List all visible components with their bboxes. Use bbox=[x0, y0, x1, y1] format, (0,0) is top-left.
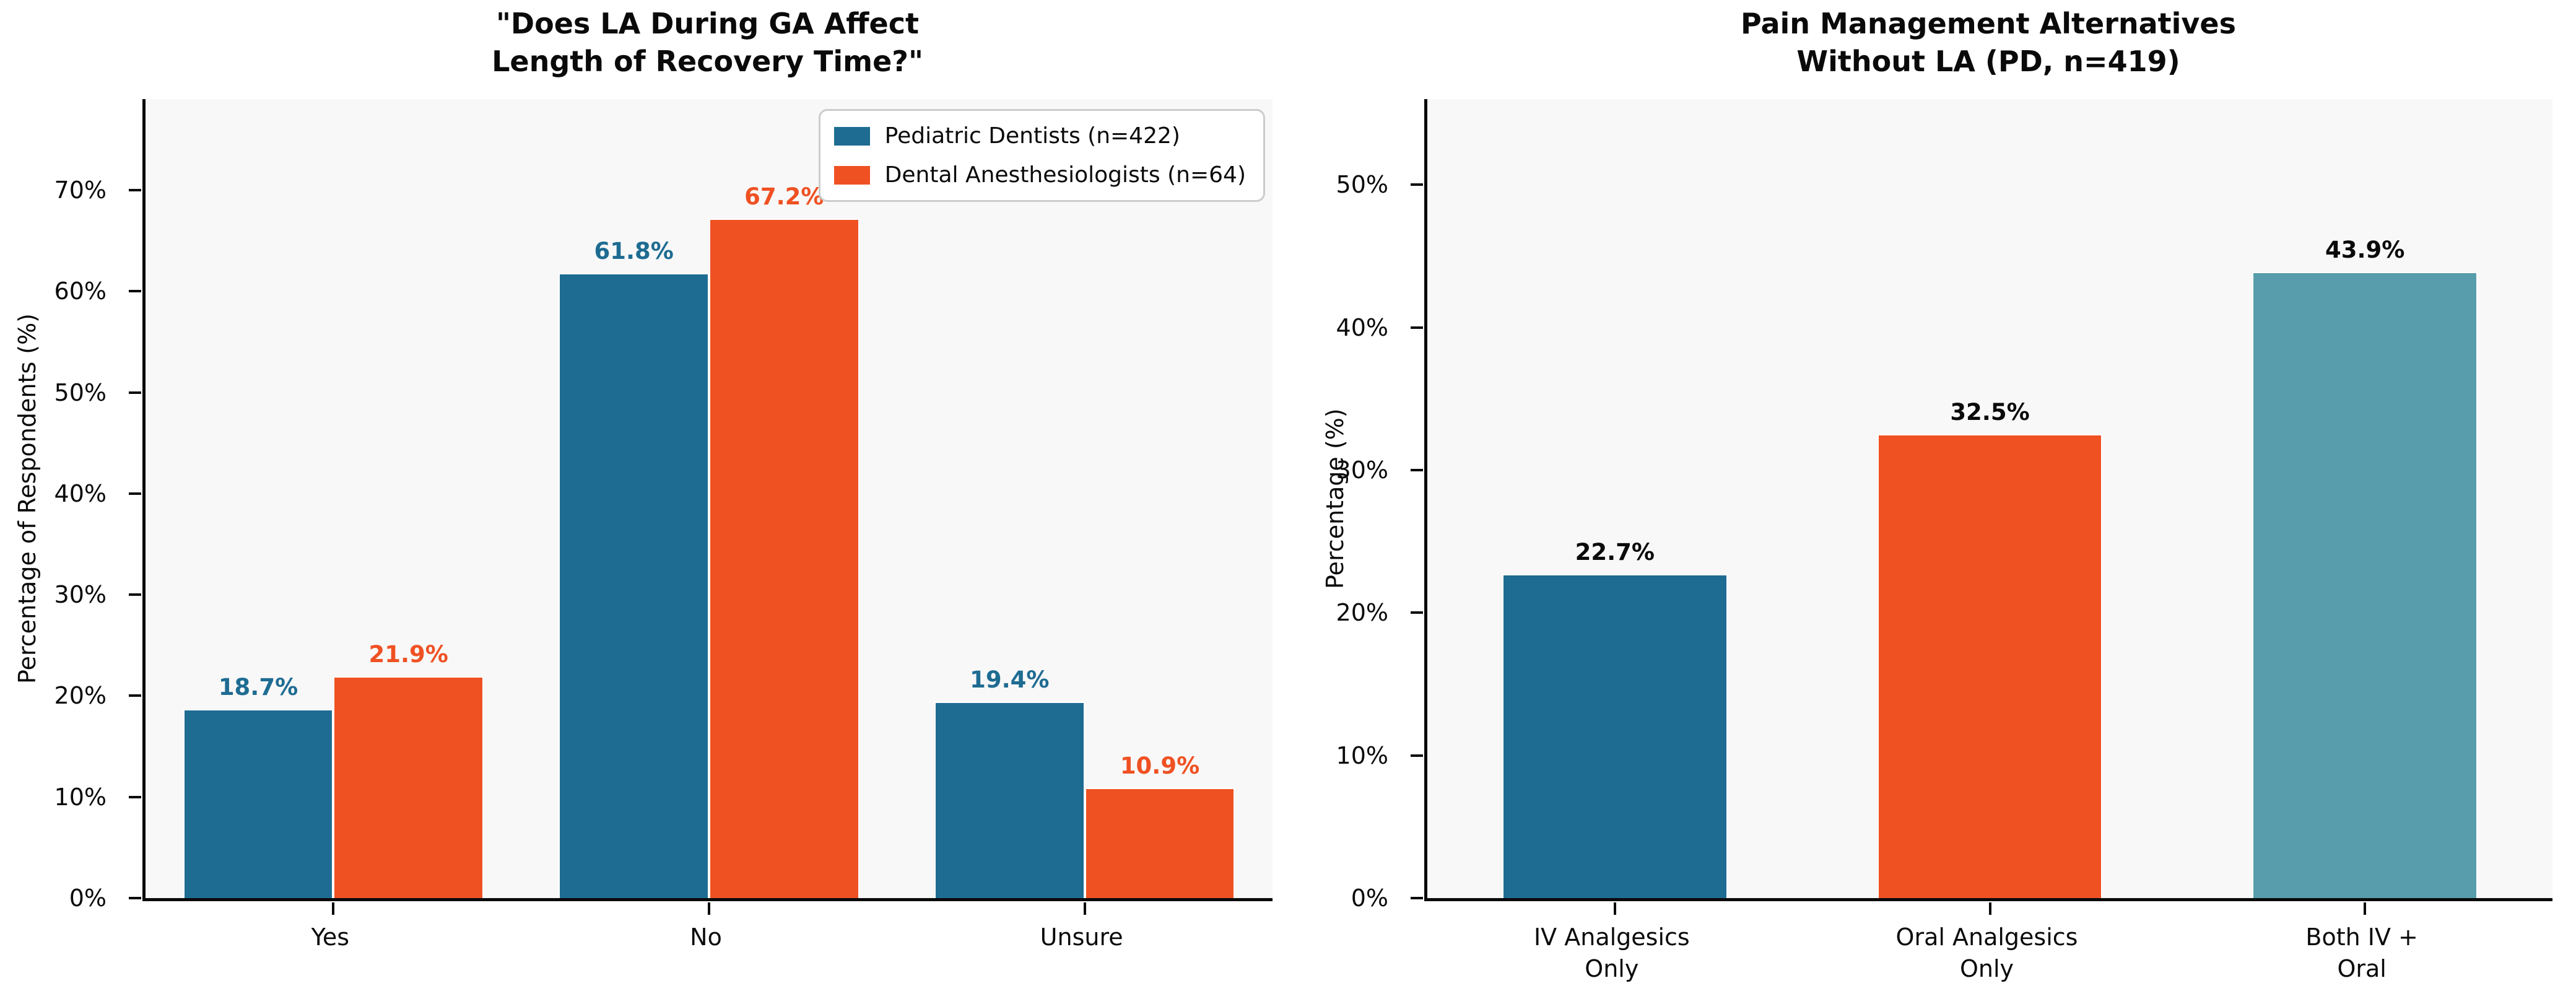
y-tick-mark bbox=[129, 593, 141, 596]
chart-title: Pain Management Alternatives Without LA … bbox=[1424, 5, 2552, 80]
x-tick-labels: IV Analgesics Only Oral Analgesics Only Both… bbox=[1424, 922, 2549, 991]
legend-item-dental-anesthesiologists: Dental Anesthesiologists (n=64) bbox=[833, 162, 1246, 188]
y-tick-label: 30% bbox=[1336, 456, 1388, 484]
x-tick-label: Both IV + Oral bbox=[2305, 922, 2418, 985]
chart-title-line-2: Without LA (PD, n=419) bbox=[1796, 44, 2180, 78]
x-tick-label-line: No bbox=[690, 923, 722, 951]
legend: Pediatric Dentists (n=422) Dental Anesth… bbox=[818, 109, 1265, 202]
bar-value-label: 67.2% bbox=[744, 183, 824, 210]
x-tick-label: IV Analgesics Only bbox=[1534, 922, 1690, 985]
x-tick-label-line: Oral Analgesics bbox=[1895, 923, 2078, 951]
x-tick-label-line: IV Analgesics bbox=[1533, 923, 1690, 951]
legend-label-pediatric-dentists: Pediatric Dentists (n=422) bbox=[884, 123, 1180, 149]
legend-swatch-pediatric-dentists bbox=[833, 126, 870, 146]
y-tick-mark bbox=[1411, 611, 1423, 614]
plot-area: Pediatric Dentists (n=422) Dental Anesth… bbox=[129, 99, 1273, 915]
x-tick-label-line: Yes bbox=[311, 923, 349, 951]
bar bbox=[333, 676, 484, 898]
y-tick-label: 0% bbox=[69, 884, 107, 912]
x-tick-label: Yes bbox=[311, 922, 349, 953]
x-tick-mark bbox=[332, 902, 335, 915]
x-tick-mark bbox=[1988, 902, 1991, 915]
y-tick-mark bbox=[1411, 326, 1423, 329]
legend-label-dental-anesthesiologists: Dental Anesthesiologists (n=64) bbox=[884, 162, 1246, 188]
x-tick-label: No bbox=[690, 922, 722, 953]
legend-item-pediatric-dentists: Pediatric Dentists (n=422) bbox=[833, 123, 1246, 149]
y-tick-mark bbox=[129, 897, 141, 899]
y-tick-label: 20% bbox=[1336, 599, 1388, 627]
y-tick-mark bbox=[129, 492, 141, 495]
y-tick-label: 40% bbox=[1336, 313, 1388, 341]
bar-value-label: 18.7% bbox=[218, 673, 298, 701]
y-tick-label: 20% bbox=[54, 682, 107, 710]
x-tick-mark bbox=[1613, 902, 1616, 915]
bar bbox=[1084, 788, 1235, 898]
bar bbox=[559, 273, 709, 898]
bar-value-label: 21.9% bbox=[368, 641, 448, 668]
bar-value-label: 10.9% bbox=[1120, 753, 1200, 780]
y-tick-mark bbox=[1411, 183, 1423, 186]
legend-swatch-dental-anesthesiologists bbox=[833, 165, 870, 185]
y-tick-mark bbox=[129, 795, 141, 798]
bar bbox=[709, 218, 859, 898]
bar-value-label: 22.7% bbox=[1575, 539, 1655, 566]
y-tick-label: 40% bbox=[54, 479, 107, 507]
y-tick-label: 70% bbox=[54, 176, 107, 204]
x-tick-label: Oral Analgesics Only bbox=[1896, 922, 2078, 985]
bar bbox=[1877, 434, 2103, 898]
x-tick-label-line: Oral bbox=[2337, 955, 2387, 983]
chart-title: "Does LA During GA Affect Length of Reco… bbox=[142, 5, 1273, 80]
bar bbox=[183, 709, 334, 898]
plot-area: 22.7% 32.5% 43.9% bbox=[1411, 99, 2552, 915]
chart-title-line-2: Length of Recovery Time?" bbox=[492, 44, 923, 78]
y-tick-mark bbox=[129, 290, 141, 293]
x-tick-label-line: Only bbox=[1959, 955, 2014, 983]
y-tick-label: 50% bbox=[54, 378, 107, 406]
x-tick-mark bbox=[2364, 902, 2367, 915]
chart-title-line-1: "Does LA During GA Affect bbox=[495, 7, 920, 40]
x-tick-mark bbox=[1083, 902, 1086, 915]
bar bbox=[2252, 271, 2478, 898]
y-tick-label: 30% bbox=[54, 581, 107, 609]
y-tick-mark bbox=[129, 391, 141, 394]
x-tick-label-line: Both IV + bbox=[2305, 923, 2418, 951]
x-tick-label: Unsure bbox=[1040, 922, 1123, 953]
y-tick-labels: 0% 10% 20% 30% 40% 50% bbox=[1282, 99, 1406, 912]
bar-value-label: 43.9% bbox=[2325, 236, 2405, 263]
y-tick-label: 50% bbox=[1336, 171, 1388, 199]
bar-value-label: 32.5% bbox=[1950, 399, 2030, 426]
y-tick-label: 10% bbox=[1336, 741, 1388, 769]
bar-value-label: 61.8% bbox=[594, 237, 674, 264]
y-tick-label: 0% bbox=[1351, 884, 1388, 912]
y-tick-mark bbox=[1411, 754, 1423, 757]
x-tick-mark bbox=[708, 902, 710, 915]
chart-title-line-1: Pain Management Alternatives bbox=[1740, 7, 2236, 40]
y-tick-labels: 0% 10% 20% 30% 40% 50% 60% 70% bbox=[0, 99, 124, 912]
y-tick-mark bbox=[1411, 468, 1423, 471]
x-tick-label-line: Only bbox=[1585, 955, 1639, 983]
y-tick-label: 10% bbox=[54, 783, 107, 811]
bar bbox=[1502, 574, 1728, 898]
y-tick-label: 60% bbox=[54, 277, 107, 305]
y-tick-mark bbox=[129, 188, 141, 191]
y-tick-mark bbox=[1411, 897, 1423, 899]
bar-value-label: 19.4% bbox=[970, 666, 1050, 694]
bar bbox=[934, 702, 1085, 898]
y-tick-mark bbox=[129, 694, 141, 697]
x-tick-label-line: Unsure bbox=[1040, 923, 1123, 951]
x-tick-labels: Yes No Unsure bbox=[142, 922, 1269, 991]
